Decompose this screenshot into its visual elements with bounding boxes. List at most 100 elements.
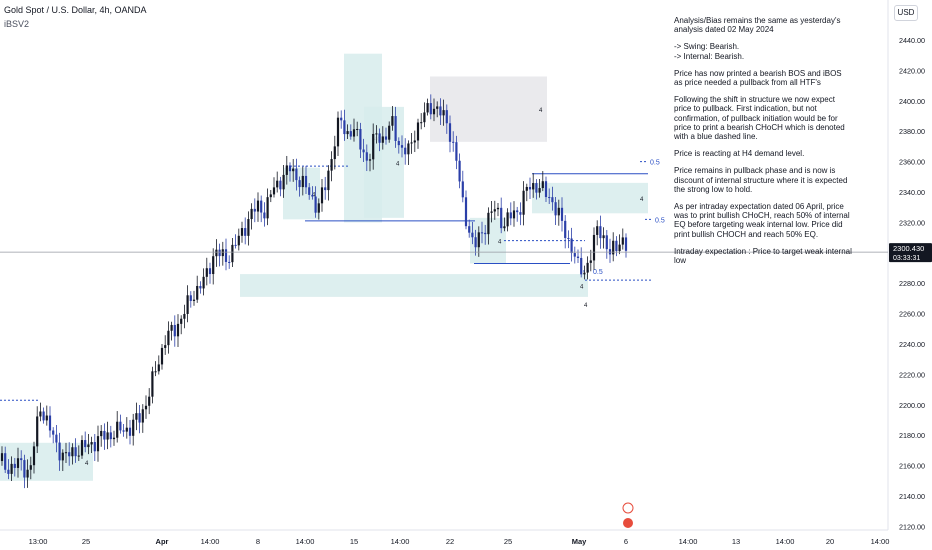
candle-body [336,117,340,147]
candle-body [458,160,461,182]
candle-body [167,330,170,346]
candle-body [192,299,196,301]
time-tick-label: 8 [256,537,260,546]
candle-body [199,285,202,289]
candle-body [349,131,352,137]
candle-body [148,396,151,406]
time-tick-label: May [572,537,587,546]
candle-body [240,228,244,236]
candle-body [429,103,432,115]
time-tick-label: 6 [624,537,628,546]
last-price-label: 2300.430 [893,244,924,253]
candle-body [516,210,519,213]
candle-body [506,212,509,227]
zone-box [0,442,93,481]
candle-body [119,421,122,431]
time-tick-label: 25 [504,537,512,546]
candle-body [132,419,135,436]
candle-body [407,143,410,155]
candle-body [39,411,42,417]
candle-body [477,232,480,248]
candle-body [180,318,183,324]
candle-body [189,295,192,301]
candle-body [135,413,138,420]
candle-body [432,108,436,115]
candle-body [487,212,490,235]
time-tick-label: Apr [156,537,169,546]
candle-body [557,207,560,216]
candle-body [276,180,279,188]
candle-body [621,237,624,245]
candle-body [560,207,564,221]
candle-body [384,136,388,140]
candle-body [548,197,551,199]
fib-label: 0.5 [650,160,660,167]
candle-body [205,268,208,277]
candle-body [128,427,132,436]
note-paragraph: -> Swing: Bearish. -> Internal: Bearish. [674,42,745,61]
candle-body [90,442,93,445]
candle-body [413,140,416,143]
candle-body [263,212,266,219]
candle-body [304,175,308,188]
price-tick-label: 2240.00 [899,340,925,349]
candle-body [215,249,218,257]
price-tick-label: 2260.00 [899,310,925,319]
indicator-label[interactable]: iBSV2 [4,19,30,29]
currency-button[interactable]: USD [894,5,918,21]
zone-count-label: 4 [640,197,644,203]
candle-body [234,244,237,246]
candle-body [170,324,173,331]
price-axis[interactable] [888,0,932,550]
zone-count-label: 4 [580,284,584,290]
price-tick-label: 2160.00 [899,462,925,471]
candle-body [375,133,378,135]
candle-body [324,187,327,191]
candle-body [439,106,442,116]
candle-body [26,469,29,478]
time-tick-label: 14:00 [871,537,890,546]
note-paragraph: Price is reacting at H4 demand level. [674,149,805,159]
candle-body [436,106,439,109]
fib-label: 0.5 [593,269,603,276]
candle-body [7,469,10,474]
candle-body [176,323,180,337]
candle-body [592,234,596,261]
time-tick-label: 25 [82,537,90,546]
candle-body [522,190,525,215]
dividends-event-icon[interactable] [622,502,634,514]
price-tick-label: 2440.00 [899,36,925,45]
candle-body [295,168,298,181]
price-tick-label: 2340.00 [899,188,925,197]
fib-label: 0.5 [655,217,665,224]
price-tick-label: 2360.00 [899,158,925,167]
candle-body [311,194,314,197]
candle-body [109,432,112,440]
price-tick-label: 2200.00 [899,401,925,410]
candle-body [509,212,512,219]
zone-box [364,106,404,218]
candle-body [624,237,628,251]
candle-body [29,465,32,470]
price-tick-label: 2380.00 [899,127,925,136]
candle-body [330,159,333,171]
candle-body [74,447,77,457]
candle-body [471,232,474,238]
zone-count-label: 4 [85,461,89,467]
candle-body [164,345,167,348]
candle-body [612,240,615,255]
candle-body [52,430,55,435]
candle-body [260,200,263,213]
candle-body [362,149,365,153]
candle-body [490,211,493,213]
candle-body [580,257,583,275]
candle-body [356,128,359,130]
candle-body [308,187,311,195]
analysis-note: Analysis/Bias remains the same as yester… [674,16,852,273]
earnings-flag-icon[interactable] [623,518,633,528]
candle-body [314,196,317,213]
candle-body [282,174,285,190]
candle-body [461,181,464,198]
candle-body [61,452,64,461]
